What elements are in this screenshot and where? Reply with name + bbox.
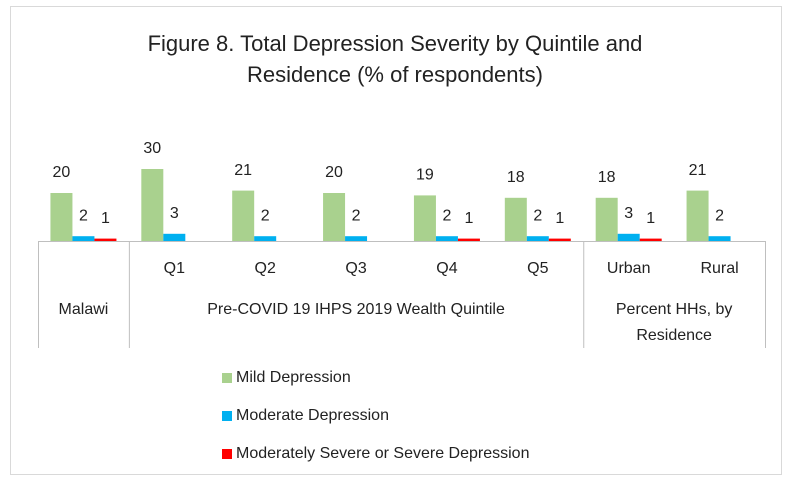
data-label: 1 bbox=[101, 210, 110, 227]
bar bbox=[526, 236, 549, 241]
legend-item: Moderate Depression bbox=[222, 407, 389, 425]
data-label: 3 bbox=[624, 205, 633, 222]
bar bbox=[254, 236, 277, 241]
data-label: 20 bbox=[325, 164, 343, 181]
x-tick-label: Q4 bbox=[436, 260, 457, 277]
data-label: 18 bbox=[598, 169, 616, 186]
data-label: 30 bbox=[143, 140, 161, 157]
legend-label: Moderately Severe or Severe Depression bbox=[236, 445, 530, 462]
x-tick-label: Q3 bbox=[345, 260, 366, 277]
bar bbox=[72, 236, 95, 241]
group-label: Pre-COVID 19 IHPS 2019 Wealth Quintile bbox=[207, 301, 505, 318]
bar bbox=[595, 197, 618, 241]
data-label: 2 bbox=[261, 207, 270, 224]
bar bbox=[232, 190, 255, 241]
data-label: 3 bbox=[170, 205, 179, 222]
bar bbox=[457, 238, 480, 241]
bar bbox=[617, 233, 640, 241]
x-tick-label: Q1 bbox=[164, 260, 185, 277]
data-label: 2 bbox=[442, 207, 451, 224]
bar bbox=[708, 236, 731, 241]
x-tick-label: Urban bbox=[607, 260, 651, 277]
bar bbox=[639, 238, 662, 241]
legend-swatch bbox=[222, 411, 232, 421]
bar bbox=[413, 195, 436, 241]
legend-label: Mild Depression bbox=[236, 369, 351, 386]
data-label: 1 bbox=[646, 210, 655, 227]
data-label: 1 bbox=[555, 210, 564, 227]
data-label: 20 bbox=[53, 164, 71, 181]
group-label: Malawi bbox=[58, 301, 109, 318]
x-tick-label: Q5 bbox=[527, 260, 548, 277]
legend-label: Moderate Depression bbox=[236, 407, 389, 424]
data-label: 2 bbox=[79, 207, 88, 224]
data-label: 19 bbox=[416, 167, 434, 184]
bar bbox=[94, 238, 117, 241]
bar bbox=[141, 169, 164, 241]
data-label: 2 bbox=[533, 207, 542, 224]
data-label: 2 bbox=[715, 207, 724, 224]
data-label: 1 bbox=[464, 210, 473, 227]
x-tick-label: Rural bbox=[700, 260, 738, 277]
bar bbox=[504, 197, 527, 241]
data-label: 21 bbox=[689, 162, 707, 179]
legend-swatch bbox=[222, 449, 232, 459]
bar bbox=[435, 236, 458, 241]
legend-item: Mild Depression bbox=[222, 369, 351, 387]
chart-title: Figure 8. Total Depression Severity by Q… bbox=[147, 31, 643, 87]
legend-item: Moderately Severe or Severe Depression bbox=[222, 445, 529, 463]
bar bbox=[548, 238, 571, 241]
bar bbox=[163, 233, 186, 241]
bar bbox=[686, 190, 709, 241]
bar bbox=[345, 236, 368, 241]
data-label: 2 bbox=[352, 207, 361, 224]
group-label: Percent HHs, by Residence bbox=[615, 301, 733, 344]
data-label: 21 bbox=[234, 162, 252, 179]
bar bbox=[323, 193, 346, 241]
chart-border bbox=[10, 6, 782, 475]
legend-swatch bbox=[222, 373, 232, 383]
bar bbox=[50, 193, 73, 241]
data-label: 18 bbox=[507, 169, 525, 186]
x-tick-label: Q2 bbox=[255, 260, 276, 277]
